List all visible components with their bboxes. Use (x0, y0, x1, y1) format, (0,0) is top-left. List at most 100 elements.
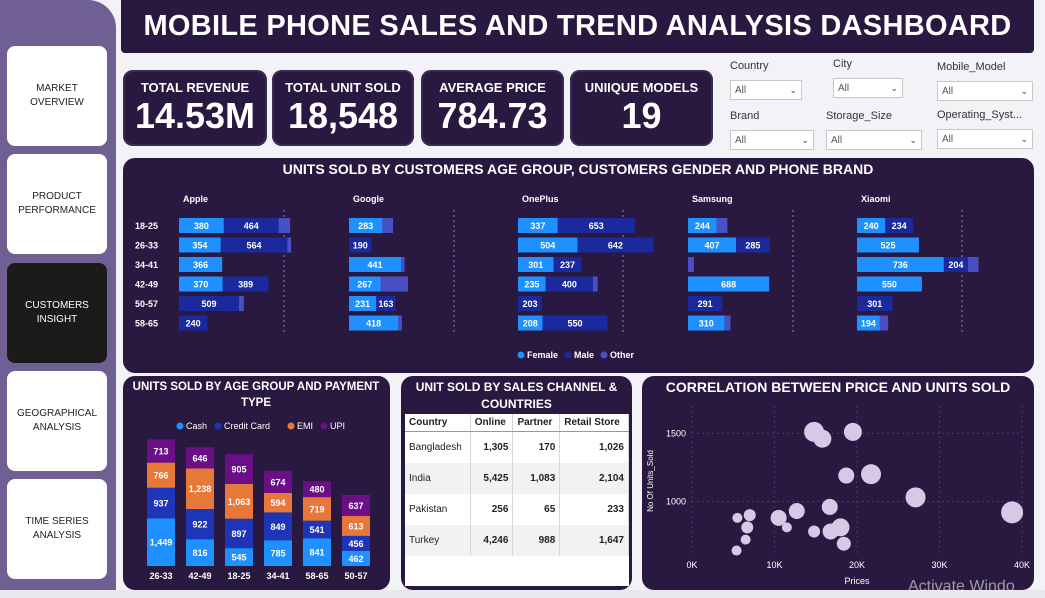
bar-other (382, 218, 394, 233)
bar-male (376, 296, 396, 311)
bar-data-label: 674 (270, 477, 285, 487)
bar-female (857, 237, 919, 253)
bar-other (287, 237, 292, 253)
scatter-point (788, 503, 805, 519)
table-header-cell[interactable]: Retail Store (559, 414, 629, 432)
bar-data-label: 234 (892, 221, 907, 231)
table-title: UNIT SOLD BY SALES CHANNEL & COUNTRIES (415, 380, 618, 411)
bar-data-label: 203 (522, 299, 537, 309)
scatter-point (821, 498, 838, 515)
sales-channel-panel: UNIT SOLD BY SALES CHANNEL & COUNTRIES C… (401, 376, 632, 590)
bar-data-label: 550 (882, 280, 897, 290)
bar-data-label: 509 (202, 299, 217, 309)
bar-data-label: 208 (523, 319, 538, 329)
bar-data-label: 922 (192, 520, 207, 530)
bar-data-label: 301 (528, 260, 543, 270)
bar-female (349, 296, 377, 311)
bar-data-label: 301 (867, 299, 882, 309)
nav-customers-insight[interactable]: CUSTOMERS INSIGHT (7, 263, 107, 363)
nav-label: CUSTOMERS INSIGHT (25, 300, 89, 325)
bar-female (179, 237, 221, 253)
filter-dropdown[interactable]: All ⌄ (937, 129, 1033, 149)
payment-chart-panel: UNITS SOLD BY AGE GROUP AND PAYMENT TYPE C… (123, 376, 390, 590)
bar-data-label: 231 (355, 299, 370, 309)
bar-data-label: 766 (153, 471, 168, 481)
page-title: MOBILE PHONE SALES AND TREND ANALYSIS DA… (143, 10, 1012, 42)
table-header-cell[interactable]: Online (470, 414, 514, 432)
bar-male (179, 315, 208, 331)
bar-other (239, 296, 244, 311)
bar-data-label: 545 (231, 553, 246, 563)
nav-time-series-analysis[interactable]: TIME SERIES ANALYSIS (7, 479, 107, 579)
scatter-point (905, 487, 926, 508)
x-tick-label: 40K (1014, 560, 1030, 570)
bar-data-label: 462 (348, 554, 363, 564)
legend-label: Female (527, 350, 558, 360)
bar-segment (147, 439, 175, 463)
kpi-average-price: AVERAGE PRICE 784.73 (421, 70, 564, 146)
age-tick-label: 42-49 (135, 280, 158, 290)
bar-male (943, 257, 968, 272)
filter-dropdown[interactable]: All ⌄ (730, 130, 814, 150)
legend-marker (517, 351, 525, 359)
kpi-unique-models: UNIIQUE MODELS 19 (570, 70, 713, 146)
chevron-down-icon: ⌄ (890, 82, 898, 93)
scatter-point (831, 518, 850, 537)
nav-label: GEOGRAPHICAL ANALYSIS (16, 408, 98, 433)
table-cell: 1,647 (559, 524, 629, 556)
kpi-value: 19 (621, 95, 662, 136)
table-cell: 1,026 (559, 431, 629, 463)
table-cell: Pakistan (405, 493, 471, 525)
bar-male (577, 237, 654, 253)
bar-male (542, 315, 608, 331)
bar-data-label: 267 (357, 280, 372, 290)
nav-market-overview[interactable]: MARKET OVERVIEW (7, 46, 107, 146)
bar-female (518, 218, 558, 233)
bar-female (349, 218, 383, 233)
nav-label: PRODUCT PERFORMANCE (18, 191, 96, 216)
x-tick-label: 10K (766, 560, 782, 570)
table-row: Turkey 4,246 988 1,647 (405, 524, 629, 556)
x-tick-label: 30K (931, 560, 947, 570)
bar-data-label: 613 (348, 521, 363, 531)
bar-data-label: 1,238 (189, 484, 212, 494)
brand-label: Samsung (692, 194, 733, 204)
chevron-down-icon: ⌄ (789, 84, 797, 95)
bar-segment (303, 520, 331, 539)
table-cell: 170 (512, 431, 561, 463)
bar-data-label: 235 (524, 280, 539, 290)
bar-data-label: 504 (540, 241, 555, 251)
bar-data-label: 380 (194, 221, 209, 231)
bar-data-label: 407 (704, 241, 719, 251)
x-tick-label: 42-49 (188, 571, 211, 581)
nav-product-performance[interactable]: PRODUCT PERFORMANCE (7, 154, 107, 254)
filter-dropdown[interactable]: All ⌄ (730, 80, 802, 100)
bar-data-label: 418 (366, 319, 381, 329)
nav-geographical-analysis[interactable]: GEOGRAPHICAL ANALYSIS (7, 371, 107, 471)
bar-data-label: 337 (530, 221, 545, 231)
table-cell: 256 (470, 493, 514, 525)
bar-data-label: 642 (608, 241, 623, 251)
bar-segment (225, 483, 253, 519)
bar-female (518, 315, 543, 331)
kpi-label: AVERAGE PRICE (439, 80, 546, 95)
bar-data-label: 310 (699, 319, 714, 329)
filter-dropdown[interactable]: All ⌄ (937, 81, 1033, 101)
bar-data-label: 244 (695, 221, 710, 231)
bar-female (518, 237, 578, 253)
scatter-point (813, 429, 832, 448)
table-header-cell[interactable]: Country (405, 414, 471, 432)
table-cell: Bangladesh (405, 431, 471, 463)
table-header-cell[interactable]: Partner (512, 414, 561, 432)
bar-segment (303, 497, 331, 521)
chart-title: UNITS SOLD BY AGE GROUP AND PAYMENT (133, 381, 380, 393)
bar-data-label: 688 (721, 280, 736, 290)
legend-marker (214, 422, 222, 430)
age-tick-label: 50-57 (135, 299, 158, 309)
bar-data-label: 1,063 (228, 497, 251, 507)
scatter-point (861, 464, 882, 485)
filter-dropdown[interactable]: All ⌄ (833, 78, 903, 98)
filter-dropdown[interactable]: All ⌄ (826, 130, 922, 150)
chevron-down-icon: ⌄ (1020, 85, 1028, 96)
